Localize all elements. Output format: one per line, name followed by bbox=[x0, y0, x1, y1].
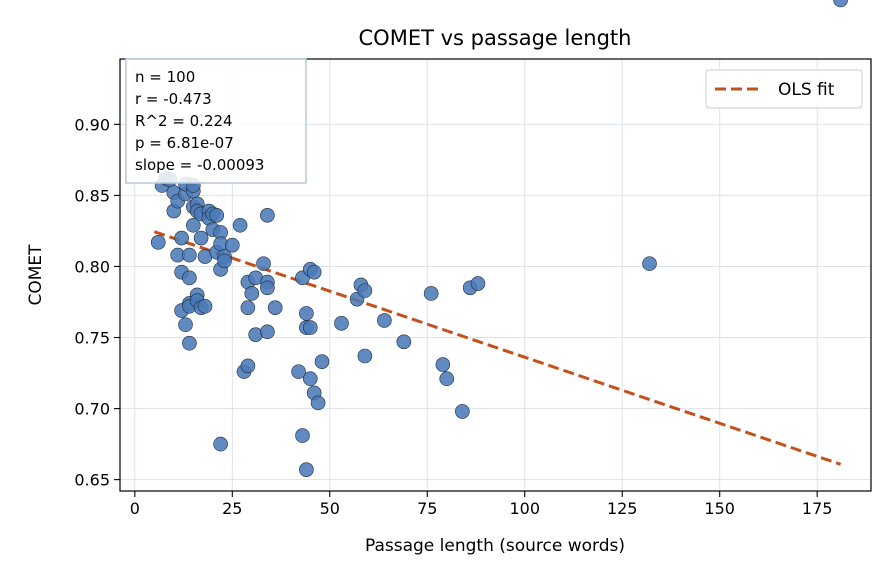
stats-r: r = -0.473 bbox=[135, 90, 212, 108]
scatter-point bbox=[435, 357, 451, 372]
scatter-point bbox=[260, 208, 275, 223]
scatter-point bbox=[232, 217, 248, 233]
scatter-point bbox=[470, 276, 486, 291]
scatter-point bbox=[302, 320, 318, 335]
scatter-point bbox=[423, 286, 439, 301]
x-tick-label: 175 bbox=[802, 499, 833, 518]
x-tick-label: 125 bbox=[607, 499, 638, 518]
scatter-point bbox=[244, 286, 260, 301]
scatter-point bbox=[182, 270, 197, 286]
scatter-point bbox=[357, 348, 373, 364]
scatter-point bbox=[224, 237, 240, 253]
stats-box: n = 100 r = -0.473 R^2 = 0.224 p = 6.81e… bbox=[125, 58, 307, 184]
y-tick-label: 0.90 bbox=[74, 115, 110, 134]
scatter-point bbox=[455, 404, 470, 419]
scatter-point bbox=[240, 300, 256, 315]
scatter-point bbox=[299, 462, 314, 477]
scatter-point bbox=[256, 256, 271, 271]
scatter-point bbox=[193, 230, 209, 246]
scatter-point bbox=[267, 300, 283, 315]
x-tick-label: 25 bbox=[222, 499, 242, 518]
grid-lines bbox=[120, 59, 871, 491]
stats-n: n = 100 bbox=[135, 68, 195, 86]
scatter-point bbox=[299, 306, 314, 321]
scatter-point bbox=[150, 235, 166, 250]
scatter-point bbox=[306, 264, 322, 280]
scatter-point bbox=[197, 298, 213, 314]
y-tick-label: 0.75 bbox=[74, 329, 110, 348]
y-axis-label: COMET bbox=[26, 244, 46, 306]
legend-ols-label: OLS fit bbox=[778, 80, 835, 100]
x-tick-label: 0 bbox=[130, 499, 140, 518]
scatter-point bbox=[182, 247, 197, 263]
y-tick-label: 0.80 bbox=[74, 257, 110, 276]
stats-slope: slope = -0.00093 bbox=[135, 156, 264, 174]
data-points bbox=[150, 0, 848, 477]
scatter-point bbox=[260, 280, 275, 296]
x-axis-label: Passage length (source words) bbox=[365, 536, 625, 556]
legend-frame bbox=[705, 69, 863, 109]
ols-fit-line bbox=[153, 230, 842, 466]
scatter-point bbox=[310, 395, 326, 411]
scatter-point bbox=[439, 371, 455, 387]
y-tick-label: 0.70 bbox=[74, 400, 110, 419]
y-tick-label: 0.65 bbox=[74, 471, 110, 490]
scatter-point bbox=[178, 317, 193, 333]
scatter-point bbox=[260, 324, 275, 340]
scatter-point bbox=[213, 436, 228, 452]
scatter-point bbox=[295, 428, 310, 443]
scatter-point bbox=[357, 283, 373, 298]
stats-r-squared: R^2 = 0.224 bbox=[135, 112, 233, 130]
scatter-point bbox=[314, 354, 330, 369]
x-tick-label: 100 bbox=[509, 499, 540, 518]
scatter-point bbox=[174, 230, 189, 246]
scatter-point bbox=[217, 253, 232, 269]
scatter-point bbox=[833, 0, 848, 8]
stats-box-frame bbox=[125, 58, 307, 184]
legend: OLS fit bbox=[705, 69, 863, 109]
scatter-point bbox=[377, 313, 392, 328]
y-tick-label: 0.85 bbox=[74, 186, 110, 205]
y-axis-ticks: 0.65 0.70 0.75 0.80 0.85 0.90 bbox=[74, 115, 120, 490]
stats-p-value: p = 6.81e-07 bbox=[135, 134, 234, 152]
scatter-point bbox=[182, 335, 197, 351]
x-tick-label: 50 bbox=[320, 499, 340, 518]
scatter-point bbox=[334, 316, 349, 331]
scatter-point bbox=[396, 334, 412, 350]
x-axis-ticks: 0 25 50 75 100 125 150 175 bbox=[130, 491, 833, 518]
scatter-point bbox=[642, 256, 657, 271]
plot-frame bbox=[119, 58, 872, 492]
scatter-point bbox=[209, 208, 225, 223]
scatter-point bbox=[302, 371, 318, 387]
x-tick-label: 75 bbox=[417, 499, 437, 518]
scatter-point bbox=[291, 364, 306, 379]
chart-title: COMET vs passage length bbox=[359, 26, 632, 50]
scatter-point bbox=[186, 217, 201, 233]
scatter-point bbox=[240, 358, 256, 374]
fit-line-group bbox=[153, 230, 842, 466]
x-tick-label: 150 bbox=[704, 499, 735, 518]
